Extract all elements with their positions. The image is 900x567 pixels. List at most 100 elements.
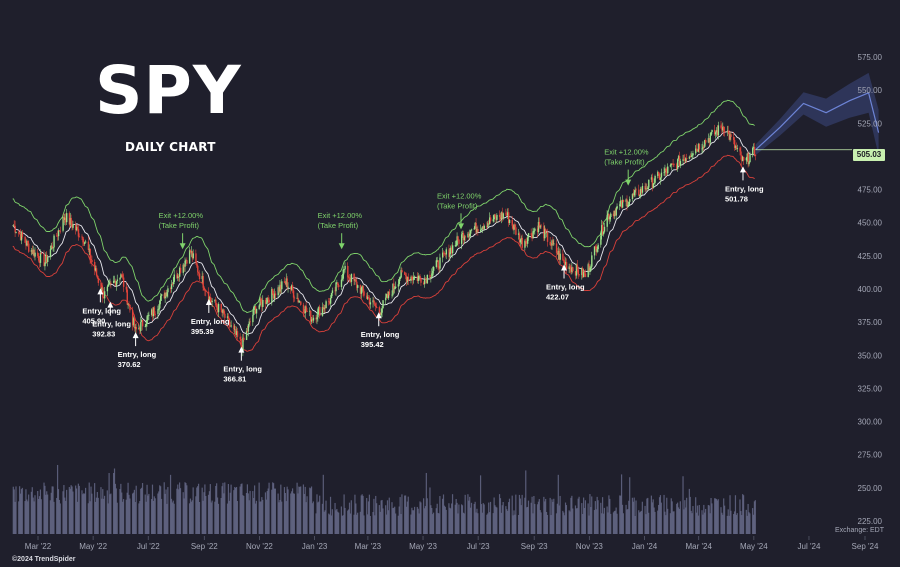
entry-arrow-head [561,264,568,271]
candle-body [739,148,741,152]
candle-body [625,199,627,202]
y-tick-label: 475.00 [858,186,883,195]
candle-body [470,230,472,234]
candle-body [13,225,15,227]
candle-body [290,286,292,290]
volume-bar [499,498,502,534]
volume-bar [653,507,655,534]
volume-bar [451,503,453,534]
volume-bar [302,484,305,534]
candle-body [304,306,307,314]
candle-body [620,200,622,205]
candle-body [695,148,697,154]
candle-body [233,325,235,330]
volume-bar [121,492,123,534]
candle-body [730,134,732,137]
candle-body [131,310,134,326]
volume-bar [417,508,419,534]
volume-bar [733,514,735,534]
candle-body [729,134,731,140]
volume-bar [398,506,400,534]
candle-body [717,125,720,136]
volume-bar [33,501,35,534]
volume-bar [450,508,452,534]
volume-bar [401,494,403,534]
candle-body [215,299,217,306]
candle-body [628,201,630,205]
volume-bar [473,503,475,534]
volume-bar [318,501,320,534]
candle-body [455,245,457,246]
candle-body [372,300,374,303]
volume-bar [280,484,282,534]
candle-body [274,293,277,296]
volume-bar [359,511,361,534]
bands [12,99,755,352]
candle-body [612,213,615,217]
volume-bar [107,503,109,534]
candle-body [711,129,713,133]
candle-body [182,264,185,273]
candle-body [716,130,719,136]
volume-bar [412,510,414,534]
volume-bar [735,514,737,534]
volume-bar [405,506,408,534]
candle-body [266,297,269,303]
candle-body [157,309,159,315]
candle-body [19,234,22,241]
candle-body [463,236,466,241]
volume-bar [754,500,756,534]
candle-body [451,245,454,254]
candle-body [89,248,91,259]
candle-body [33,249,35,257]
volume-bar [520,505,522,534]
candle-body [40,253,43,254]
volume-bar [379,511,381,534]
volume-bar [204,484,206,534]
volume-bar [26,499,28,534]
volume-bar [190,501,192,534]
candle-body [531,235,533,238]
volume-bar [666,497,668,534]
volume-bar [461,505,464,534]
volume-bar [151,484,154,534]
candle-body [432,266,435,271]
volume-bar [741,515,743,534]
volume-bar [32,497,34,534]
volume-bar [673,511,675,534]
candle-body [507,212,509,216]
volume-bar [456,502,458,534]
candle-body [305,306,307,312]
candle-body [450,247,452,253]
volume-bar [531,496,533,534]
candle-body [749,154,751,163]
candle-body [702,146,704,149]
volume-bar [158,491,160,534]
candle-body [555,243,558,253]
candle-body [317,309,319,318]
volume-bar [103,498,105,534]
candle-body [511,219,514,226]
exit-arrow-head [338,243,345,250]
volume-bar [451,494,454,534]
candle-body [570,267,572,272]
candle-body [110,283,112,284]
y-tick-label: 325.00 [858,384,883,393]
candle-body [88,248,91,250]
volume-bar [753,501,756,534]
volume-bar [530,502,532,534]
volume-bar [612,512,615,534]
candle-body [425,278,428,284]
volume-bar [439,496,441,534]
volume-bar [698,505,700,534]
volume-bar [667,508,669,534]
volume-bar [14,501,16,534]
candle-body [581,268,583,275]
candle-body [336,282,338,284]
volume-bar [63,485,65,534]
volume-bar [676,503,678,534]
volume-bar [703,504,705,534]
volume-bar [341,515,343,534]
candle-body [417,276,420,281]
volume-bar [739,499,741,534]
